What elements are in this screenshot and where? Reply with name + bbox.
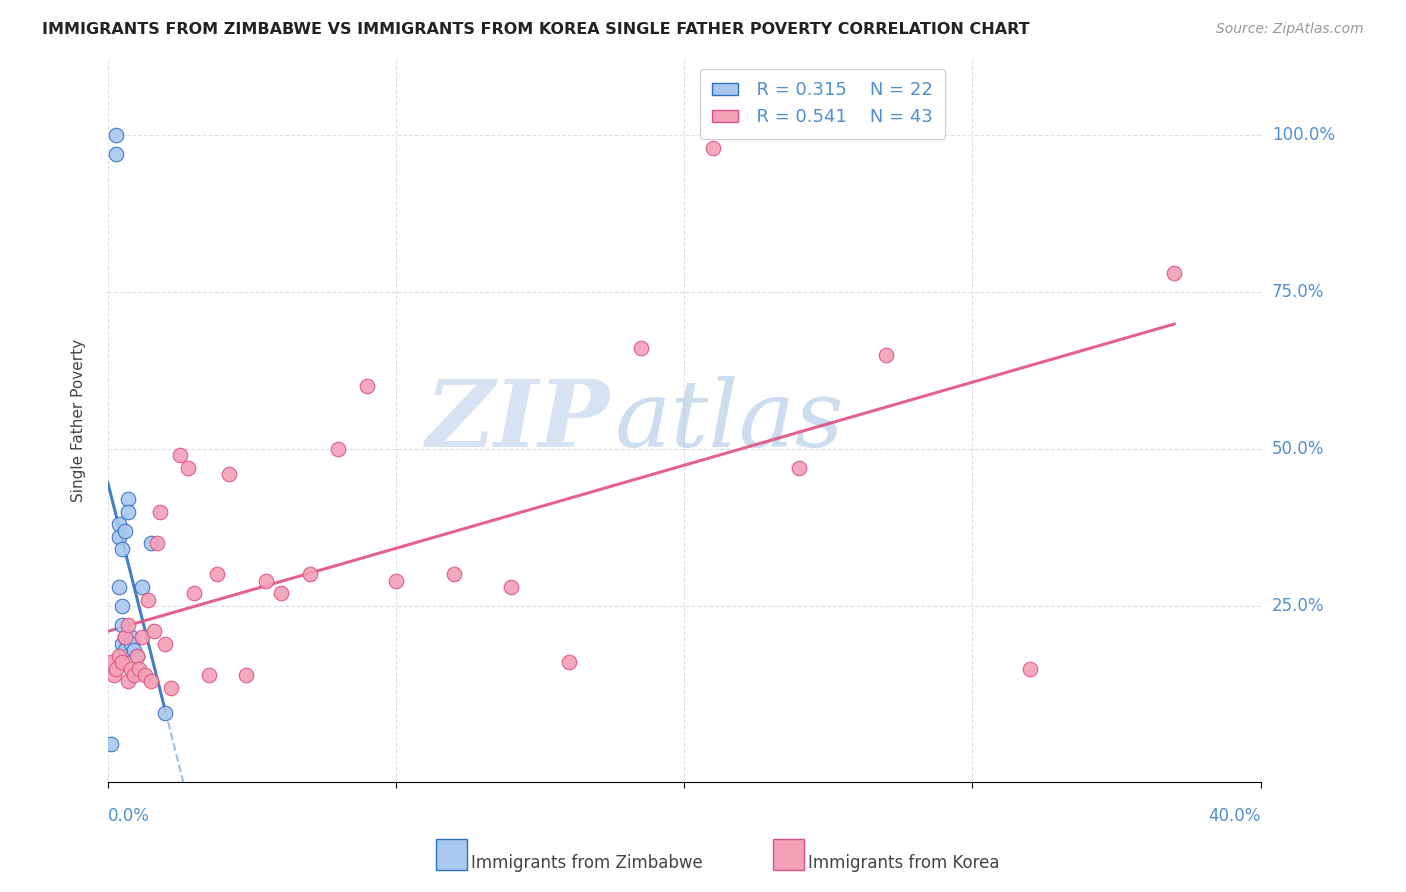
Point xyxy=(117,492,139,507)
Y-axis label: Single Father Poverty: Single Father Poverty xyxy=(72,339,86,502)
Point xyxy=(111,599,134,613)
Point xyxy=(114,643,136,657)
Point xyxy=(120,662,142,676)
Point xyxy=(183,586,205,600)
Point xyxy=(114,630,136,644)
Text: IMMIGRANTS FROM ZIMBABWE VS IMMIGRANTS FROM KOREA SINGLE FATHER POVERTY CORRELAT: IMMIGRANTS FROM ZIMBABWE VS IMMIGRANTS F… xyxy=(42,22,1029,37)
Point xyxy=(197,668,219,682)
Point xyxy=(100,737,122,751)
Point xyxy=(117,505,139,519)
Point xyxy=(111,656,134,670)
Point xyxy=(134,668,156,682)
Point xyxy=(270,586,292,600)
Point xyxy=(117,674,139,689)
Point xyxy=(120,636,142,650)
Point xyxy=(702,140,724,154)
Point xyxy=(117,617,139,632)
Text: 100.0%: 100.0% xyxy=(1272,126,1334,144)
Point xyxy=(111,636,134,650)
Point xyxy=(125,649,148,664)
Point xyxy=(103,668,125,682)
Point xyxy=(1163,266,1185,280)
Point xyxy=(177,460,200,475)
Point xyxy=(235,668,257,682)
Point xyxy=(108,517,131,532)
Point xyxy=(108,580,131,594)
Legend:   R = 0.315    N = 22,   R = 0.541    N = 43: R = 0.315 N = 22, R = 0.541 N = 43 xyxy=(700,69,945,139)
Point xyxy=(385,574,408,588)
Text: Immigrants from Zimbabwe: Immigrants from Zimbabwe xyxy=(471,854,703,871)
Point xyxy=(443,567,465,582)
Point xyxy=(100,656,122,670)
Point xyxy=(120,630,142,644)
Point xyxy=(254,574,277,588)
Text: Source: ZipAtlas.com: Source: ZipAtlas.com xyxy=(1216,22,1364,37)
Point xyxy=(131,580,153,594)
Point xyxy=(356,379,378,393)
Point xyxy=(114,524,136,538)
Point xyxy=(111,617,134,632)
Point xyxy=(218,467,240,481)
Point xyxy=(114,630,136,644)
Point xyxy=(142,624,165,638)
Point xyxy=(139,674,162,689)
Point xyxy=(875,348,897,362)
Text: atlas: atlas xyxy=(614,376,845,466)
Point xyxy=(131,630,153,644)
Point xyxy=(122,668,145,682)
Point xyxy=(160,681,183,695)
Point xyxy=(155,636,177,650)
Point xyxy=(108,649,131,664)
Point xyxy=(328,442,350,456)
Point xyxy=(128,662,150,676)
Point xyxy=(108,530,131,544)
Point xyxy=(139,536,162,550)
Point xyxy=(630,342,652,356)
Point xyxy=(122,643,145,657)
Text: 25.0%: 25.0% xyxy=(1272,597,1324,615)
Point xyxy=(1019,662,1042,676)
Point xyxy=(105,146,128,161)
Point xyxy=(149,505,172,519)
Point xyxy=(298,567,321,582)
Point xyxy=(125,649,148,664)
Text: 0.0%: 0.0% xyxy=(108,807,149,825)
Text: 75.0%: 75.0% xyxy=(1272,283,1324,301)
Point xyxy=(207,567,229,582)
Text: Immigrants from Korea: Immigrants from Korea xyxy=(808,854,1000,871)
Text: ZIP: ZIP xyxy=(425,376,609,466)
Point xyxy=(105,128,128,142)
Point xyxy=(111,542,134,557)
Point xyxy=(169,448,191,462)
Point xyxy=(789,460,811,475)
Point xyxy=(145,536,167,550)
Point xyxy=(136,592,159,607)
Text: 50.0%: 50.0% xyxy=(1272,440,1324,458)
Point xyxy=(105,662,128,676)
Text: 40.0%: 40.0% xyxy=(1208,807,1261,825)
Point xyxy=(155,706,177,720)
Point xyxy=(558,656,581,670)
Point xyxy=(501,580,523,594)
